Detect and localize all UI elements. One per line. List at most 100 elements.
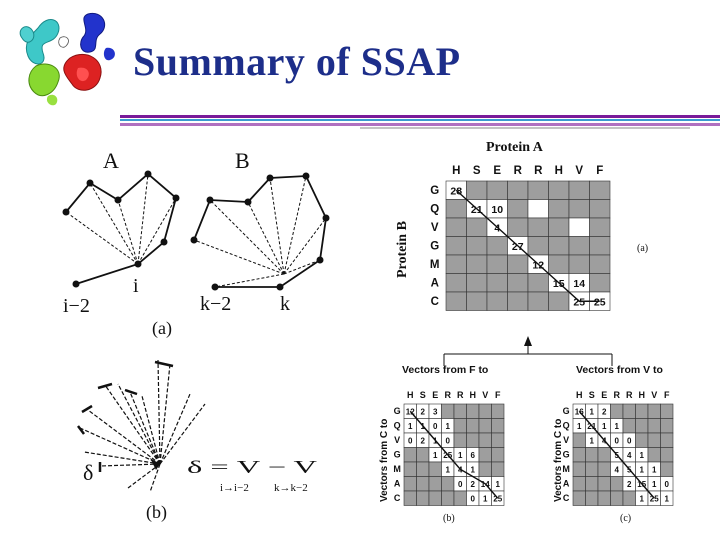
matrix-cell: [527, 291, 549, 311]
matrix-cell: [445, 199, 467, 219]
matrix-cell: [466, 236, 488, 256]
row-header: G: [394, 406, 401, 416]
matrix-cell: [507, 217, 529, 237]
row-header: V: [563, 435, 569, 445]
matrix-cell: [428, 490, 442, 506]
matrix-cell: [403, 490, 417, 506]
protein-a-label: A: [103, 148, 119, 173]
matrix-cell: [597, 490, 611, 506]
vectors-from-f-matrix: Vectors from F to Vectors from C to (b) …: [379, 364, 505, 524]
protein-b-structure: [190, 172, 330, 291]
cell-value: 0: [665, 480, 670, 489]
matrix-cell: [527, 199, 549, 219]
column-header: E: [493, 165, 501, 177]
cell-value: 0: [615, 436, 620, 445]
matrix-cell: [548, 254, 570, 274]
alignment-path: [455, 189, 600, 302]
matrix-cell: [445, 236, 467, 256]
matrix-cell: [572, 432, 586, 448]
column-header: H: [639, 390, 646, 400]
matrix-cell: [660, 403, 674, 419]
title-rule-blue: [120, 119, 720, 121]
matrix-cell: [610, 403, 624, 419]
matrix-cell: [527, 217, 549, 237]
matrix-a-row-axis-label: Protein B: [395, 221, 410, 278]
cell-value: 2: [602, 407, 607, 416]
matrix-cell: [486, 273, 508, 293]
matrix-cell: [416, 461, 430, 477]
matrix-c-caption: (c): [620, 513, 631, 524]
cell-value: 2: [421, 436, 426, 445]
matrix-cell: [453, 490, 467, 506]
matrix-cell: [445, 273, 467, 293]
row-header: M: [430, 259, 440, 271]
matrix-cell: [622, 418, 636, 434]
point-i-label: i: [133, 275, 139, 297]
row-header: Q: [430, 203, 439, 215]
matrix-cell: [572, 461, 586, 477]
row-header: A: [431, 277, 439, 289]
cell-value: 0: [458, 480, 463, 489]
matrix-cell: [403, 476, 417, 492]
cell-value: 0: [408, 436, 413, 445]
matrix-a-title: Protein A: [486, 140, 544, 155]
protein-structure-logo: [19, 12, 115, 106]
row-header: C: [394, 493, 401, 503]
column-header: H: [470, 390, 477, 400]
point-i-minus-2-label: i−2: [63, 295, 90, 317]
matrix-cell: [403, 461, 417, 477]
matrix-cell: [589, 273, 611, 293]
equation-subscript-right: k→k−2: [274, 482, 308, 494]
title-rule-lilac: [120, 123, 720, 126]
matrix-cell: [491, 403, 505, 419]
matrix-cell: [507, 291, 529, 311]
column-header: R: [614, 390, 621, 400]
cell-value: 1: [496, 480, 501, 489]
cell-value: 21: [471, 204, 483, 216]
alignment-path: [409, 410, 499, 499]
column-header: F: [596, 165, 603, 177]
matrix-cell: [527, 236, 549, 256]
cell-value: 1: [446, 422, 451, 431]
cell-value: 2: [471, 480, 476, 489]
matrix-cell: [585, 447, 599, 463]
matrix-cell: [478, 461, 492, 477]
cell-value: 15: [553, 278, 565, 290]
matrix-cell: [597, 476, 611, 492]
cell-value: 0: [627, 436, 632, 445]
cell-value: 25: [573, 296, 585, 308]
column-header: R: [626, 390, 633, 400]
title-rule-purple: [120, 115, 720, 118]
matrix-cell: [548, 236, 570, 256]
column-header: S: [589, 390, 595, 400]
matrix-cell: [478, 447, 492, 463]
cell-value: 1: [590, 407, 595, 416]
connector-arrow: [443, 336, 613, 366]
cell-value: 10: [491, 204, 503, 216]
matrix-cell: [635, 418, 649, 434]
cell-value: 27: [512, 241, 524, 253]
matrix-cell: [548, 180, 570, 200]
matrix-cell: [428, 476, 442, 492]
matrix-cell: [597, 447, 611, 463]
cell-value: 1: [640, 465, 645, 474]
cell-value: 1: [433, 451, 438, 460]
matrix-cell: [507, 199, 529, 219]
matrix-cell: [416, 476, 430, 492]
matrix-cell: [466, 432, 480, 448]
row-header: M: [562, 464, 570, 474]
matrix-cell: [548, 291, 570, 311]
cell-value: 1: [652, 465, 657, 474]
matrix-cell: [507, 254, 529, 274]
matrix-cell: [466, 180, 488, 200]
cell-value: 1: [408, 422, 413, 431]
column-header: V: [575, 165, 583, 177]
matrix-cell: [466, 403, 480, 419]
matrix-cell: [548, 199, 570, 219]
matrix-cell: [527, 180, 549, 200]
matrix-cell: [491, 418, 505, 434]
column-header: V: [482, 390, 488, 400]
column-header: R: [514, 165, 523, 177]
matrix-cell: [585, 476, 599, 492]
